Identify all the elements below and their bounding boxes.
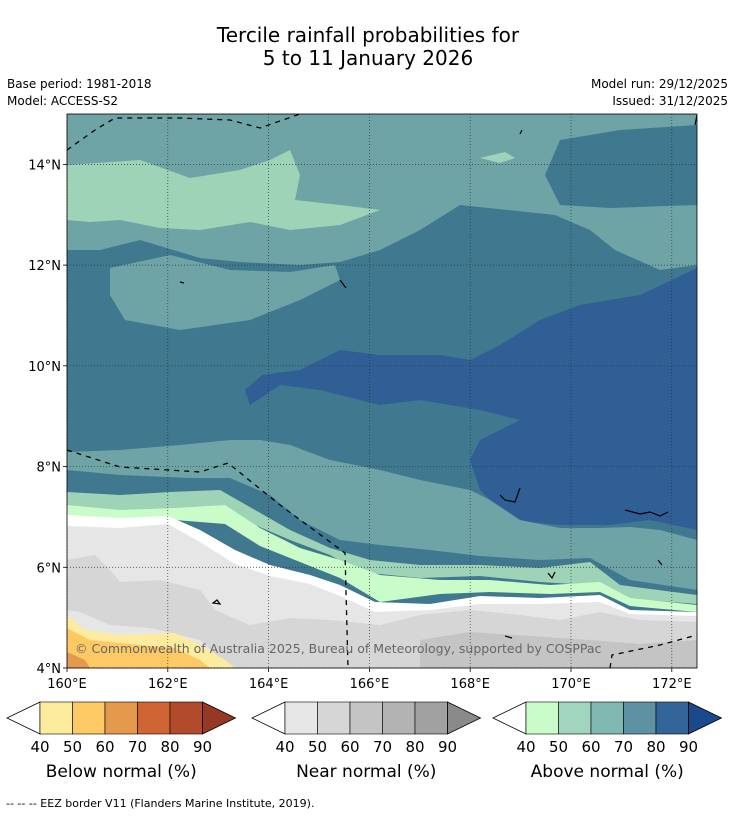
colorbar-extend-low — [251, 701, 286, 735]
colorbar-swatch — [414, 701, 448, 735]
base-period: Base period: 1981-2018 — [7, 77, 152, 91]
issued-date: Issued: 31/12/2025 — [612, 94, 728, 108]
colorbar-tick-label: 40 — [30, 738, 49, 756]
colorbar-legends: 40 50 60 70 80 90 Below normal (%) 40 50 60 70 80 90… — [6, 701, 723, 782]
colorbar-swatch — [382, 701, 416, 735]
colorbar-swatch — [623, 701, 657, 735]
colorbar-above: 40 50 60 70 80 90 Above normal (%) — [492, 701, 723, 782]
colorbar-tick-label: 60 — [340, 738, 359, 756]
colorbar-swatch — [558, 701, 592, 735]
map-title-line1: Tercile rainfall probabilities for — [216, 23, 520, 47]
colorbar-swatch — [72, 701, 106, 735]
colorbar-swatch — [590, 701, 624, 735]
lat-tick-label: 12°N — [28, 259, 61, 274]
colorbar-title: Above normal (%) — [531, 762, 684, 782]
zone-above-60-south — [67, 440, 697, 590]
colorbar-extend-high — [202, 701, 237, 735]
colorbar-swatch — [317, 701, 351, 735]
colorbar-tick-label: 90 — [438, 738, 457, 756]
colorbar-swatch — [349, 701, 383, 735]
zone-near-60 — [420, 632, 697, 668]
colorbar-tick-label: 50 — [308, 738, 327, 756]
colorbar-tick-label: 50 — [549, 738, 568, 756]
zone-above-50-spot — [480, 152, 515, 163]
lon-tick-label: 160°E — [47, 677, 87, 692]
colorbar-tick-label: 70 — [128, 738, 147, 756]
colorbar-swatch — [525, 701, 559, 735]
colorbar-title: Below normal (%) — [46, 762, 197, 782]
colorbar-extend-low — [492, 701, 527, 735]
colorbar-below: 40 50 60 70 80 90 Below normal (%) — [6, 701, 237, 782]
zone-above-40-south — [67, 505, 697, 612]
colorbar-tick-label: 60 — [95, 738, 114, 756]
island-outlines — [179, 114, 697, 639]
zone-above-60-strip — [67, 114, 110, 128]
colorbar-tick-label: 80 — [405, 738, 424, 756]
map-axis-ticks: 160°E 162°E 164°E 166°E 168°E 170°E 172°E 4°N 6°… — [28, 158, 691, 692]
colorbar-tick-label: 70 — [373, 738, 392, 756]
model-run: Model run: 29/12/2025 — [590, 77, 728, 91]
lat-tick-label: 6°N — [37, 561, 62, 576]
map-frame — [66, 113, 698, 669]
map-plot-area — [67, 114, 697, 668]
lat-tick-label: 4°N — [37, 662, 62, 677]
eez-border-north — [67, 114, 301, 151]
eez-footnote: -- -- -- EEZ border V11 (Flanders Marine… — [6, 797, 315, 810]
colorbar-swatch — [104, 701, 138, 735]
colorbar-swatch — [284, 701, 318, 735]
lat-tick-label: 8°N — [37, 461, 62, 476]
colorbar-tick-label: 40 — [275, 738, 294, 756]
lon-tick-label: 162°E — [148, 677, 188, 692]
colorbar-extend-high — [447, 701, 482, 735]
zone-above-80 — [245, 268, 697, 530]
zone-above-50-south — [67, 490, 697, 604]
lon-tick-label: 164°E — [249, 677, 289, 692]
colorbar-tick-label: 70 — [614, 738, 633, 756]
colorbar-tick-label: 80 — [646, 738, 665, 756]
eez-border-east — [609, 634, 697, 668]
colorbar-tick-label: 40 — [516, 738, 535, 756]
zone-above-60-north — [67, 114, 697, 270]
colorbar-tick-label: 90 — [679, 738, 698, 756]
zone-climatology-gap — [67, 515, 697, 618]
eez-border-south — [67, 449, 349, 668]
zone-above-50-north — [67, 150, 380, 230]
colorbar-tick-label: 50 — [63, 738, 82, 756]
zone-below-60 — [67, 652, 90, 668]
lon-tick-label: 172°E — [652, 677, 692, 692]
colorbar-tick-label: 80 — [160, 738, 179, 756]
lon-tick-label: 166°E — [350, 677, 390, 692]
colorbar-tick-label: 60 — [581, 738, 600, 756]
map-title-line2: 5 to 11 January 2026 — [262, 46, 474, 70]
copyright-notice: © Commonwealth of Australia 2025, Bureau… — [75, 641, 601, 656]
model-name: Model: ACCESS-S2 — [7, 94, 119, 108]
zone-below-50 — [67, 628, 210, 668]
lat-tick-label: 14°N — [28, 158, 61, 173]
colorbar-swatch — [39, 701, 73, 735]
colorbar-swatch — [169, 701, 203, 735]
colorbar-extend-low — [6, 701, 41, 735]
lon-tick-label: 168°E — [450, 677, 490, 692]
colorbar-tick-label: 90 — [193, 738, 212, 756]
lat-tick-label: 10°N — [28, 360, 61, 375]
colorbar-swatch — [137, 701, 171, 735]
colorbar-title: Near normal (%) — [296, 762, 436, 782]
colorbar-swatch — [655, 701, 689, 735]
colorbar-extend-high — [688, 701, 723, 735]
lon-tick-label: 170°E — [551, 677, 591, 692]
